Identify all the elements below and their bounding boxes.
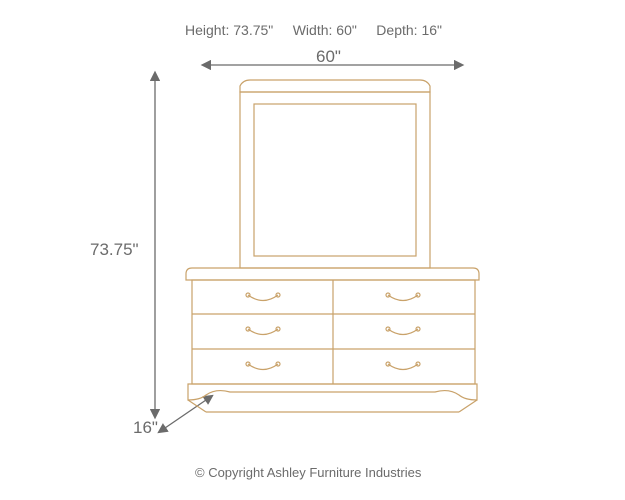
diagram-svg: [0, 0, 625, 500]
dresser: [186, 268, 479, 412]
drawer-handle: [386, 327, 420, 335]
drawer-handle: [246, 327, 280, 335]
mirror-frame: [240, 80, 430, 268]
drawer-handle: [246, 293, 280, 301]
depth-arrow: [165, 400, 206, 428]
drawer-handle: [246, 362, 280, 370]
drawer-handle: [386, 293, 420, 301]
drawer-handle: [386, 362, 420, 370]
